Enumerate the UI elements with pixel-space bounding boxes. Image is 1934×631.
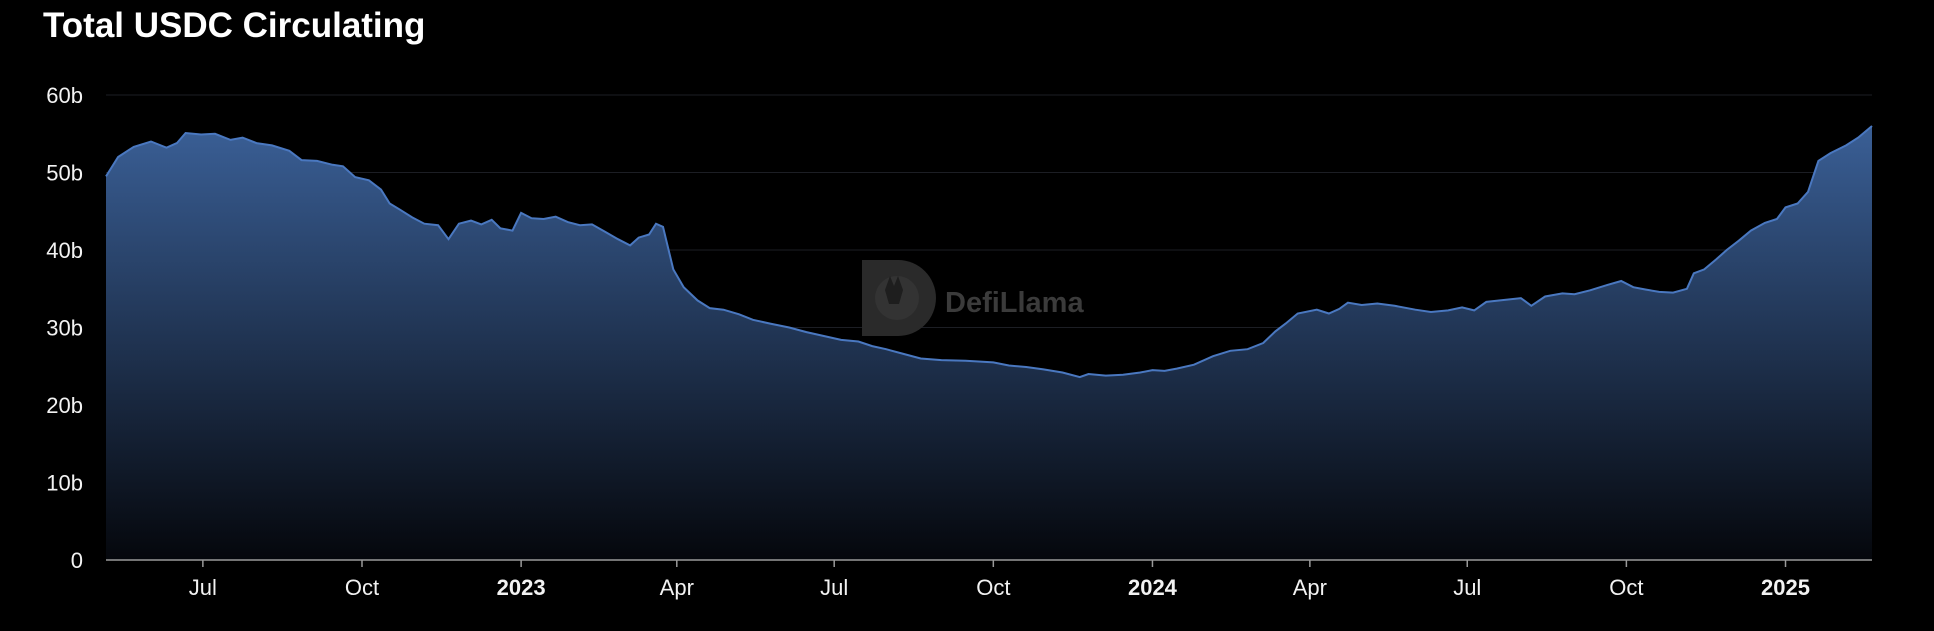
x-tick-label: Apr xyxy=(1293,575,1327,600)
x-tick-label: Jul xyxy=(820,575,848,600)
x-tick-label: Oct xyxy=(1609,575,1643,600)
watermark: DefiLlama xyxy=(862,260,1084,336)
x-tick-label: Jul xyxy=(1453,575,1481,600)
x-tick-label: Jul xyxy=(189,575,217,600)
llama-logo-icon xyxy=(862,260,936,336)
x-tick-label: Oct xyxy=(976,575,1010,600)
x-tick-label: Apr xyxy=(660,575,694,600)
x-tick-label: 2024 xyxy=(1128,575,1178,600)
y-tick-label: 20b xyxy=(46,393,83,418)
y-axis-ticks: 0 10b 20b 30b 40b 50b 60b xyxy=(46,83,83,573)
y-tick-label: 30b xyxy=(46,316,83,341)
x-tick-label: Oct xyxy=(345,575,379,600)
y-tick-label: 60b xyxy=(46,83,83,108)
y-tick-label: 40b xyxy=(46,238,83,263)
y-tick-label: 10b xyxy=(46,471,83,496)
series-area xyxy=(106,126,1872,560)
x-tick-label: 2023 xyxy=(497,575,546,600)
x-tick-label: 2025 xyxy=(1761,575,1810,600)
watermark-text: DefiLlama xyxy=(945,287,1084,319)
series-line xyxy=(105,125,1873,379)
chart-title: Total USDC Circulating xyxy=(43,6,426,45)
x-axis-ticks: Jul Oct 2023 Apr Jul Oct 2024 Apr Jul Oct 2025 xyxy=(189,560,1810,600)
y-tick-label: 50b xyxy=(46,161,83,186)
y-tick-label: 0 xyxy=(71,548,83,573)
